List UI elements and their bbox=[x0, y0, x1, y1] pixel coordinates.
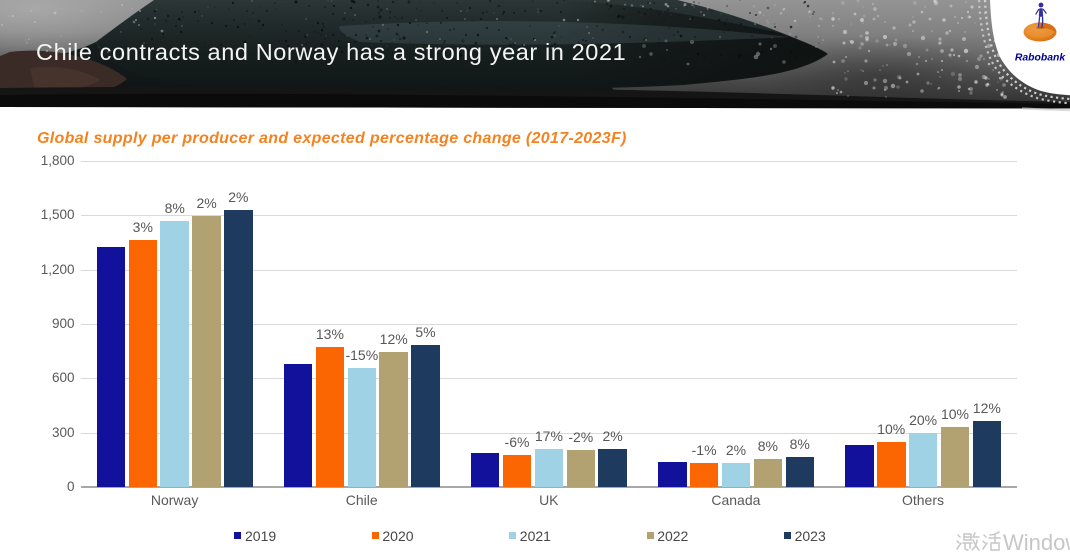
svg-text:Windows: Windows bbox=[1003, 530, 1070, 555]
svg-text:Rabobank: Rabobank bbox=[1015, 53, 1066, 64]
